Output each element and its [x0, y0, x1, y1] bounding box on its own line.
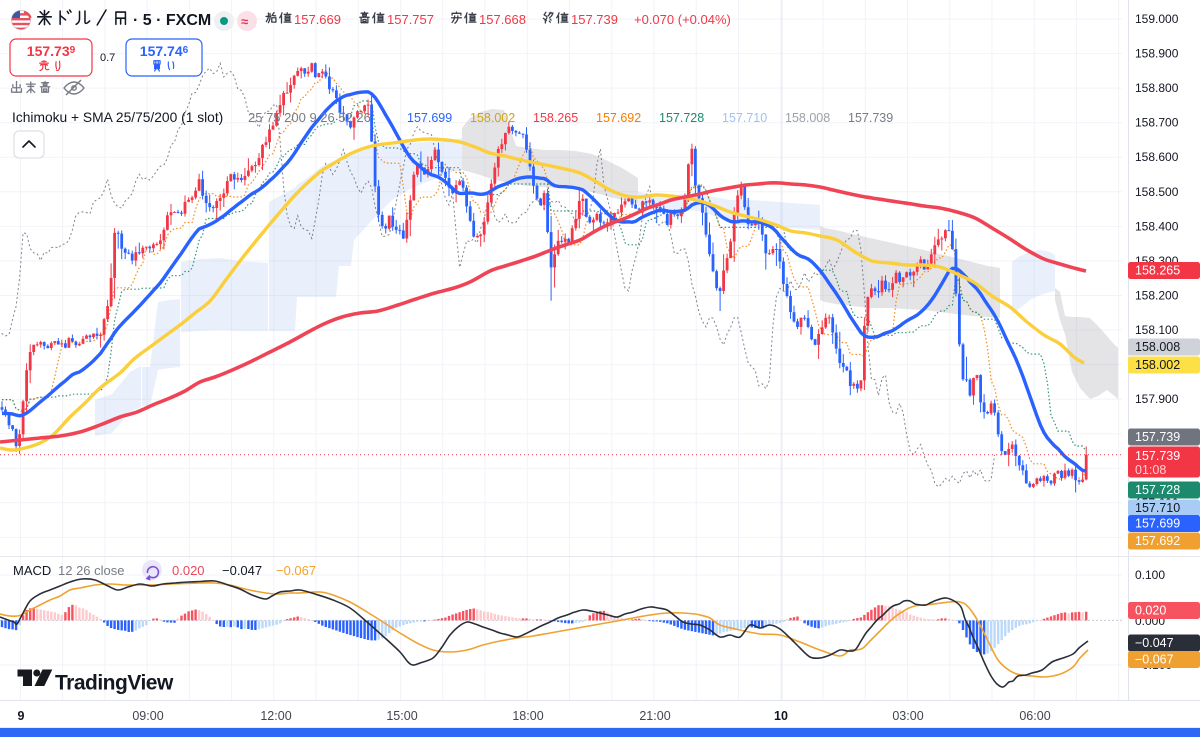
svg-text:0.7: 0.7: [100, 52, 115, 64]
svg-text:158.008: 158.008: [785, 111, 830, 125]
svg-text:158.265: 158.265: [1135, 264, 1180, 278]
svg-text:0.100: 0.100: [1135, 568, 1165, 582]
svg-text:18:00: 18:00: [512, 709, 543, 723]
svg-text:157.710: 157.710: [1135, 501, 1180, 515]
svg-text:158.002: 158.002: [470, 111, 515, 125]
svg-text:157.669: 157.669: [294, 12, 341, 27]
svg-text:157.710: 157.710: [722, 111, 767, 125]
svg-text:TradingView: TradingView: [55, 672, 174, 695]
svg-text:158.100: 158.100: [1135, 323, 1179, 337]
svg-text:157.900: 157.900: [1135, 392, 1179, 406]
svg-text:15:00: 15:00: [386, 709, 417, 723]
svg-text:12:00: 12:00: [260, 709, 291, 723]
svg-text:0.020: 0.020: [1135, 604, 1166, 618]
svg-text:158.200: 158.200: [1135, 289, 1179, 303]
svg-text:158.500: 158.500: [1135, 185, 1179, 199]
svg-text:03:00: 03:00: [892, 709, 923, 723]
svg-text:09:00: 09:00: [132, 709, 163, 723]
svg-text:157.739: 157.739: [571, 12, 618, 27]
svg-text:MACD: MACD: [13, 563, 51, 578]
svg-text:157.728: 157.728: [659, 111, 704, 125]
svg-text:12 26 close: 12 26 close: [58, 563, 125, 578]
svg-text:−0.067: −0.067: [1135, 653, 1174, 667]
svg-text:158.700: 158.700: [1135, 116, 1179, 130]
svg-text:−0.047: −0.047: [222, 563, 262, 578]
svg-text:157.699: 157.699: [407, 111, 452, 125]
svg-text:157.699: 157.699: [1135, 517, 1180, 531]
svg-text:157.739: 157.739: [1135, 449, 1180, 463]
svg-text:Ichimoku + SMA 25/75/200 (1 sl: Ichimoku + SMA 25/75/200 (1 slot): [12, 110, 223, 125]
svg-text:158.008: 158.008: [1135, 340, 1180, 354]
svg-text:158.265: 158.265: [533, 111, 578, 125]
svg-text:· 5 · FXCM: · 5 · FXCM: [133, 12, 211, 29]
svg-text:157.746: 157.746: [140, 43, 189, 59]
svg-text:157.692: 157.692: [596, 111, 641, 125]
svg-text:10: 10: [774, 709, 788, 723]
svg-text:≈: ≈: [241, 14, 248, 29]
svg-text:0.020: 0.020: [172, 563, 205, 578]
svg-text:157.739: 157.739: [27, 43, 76, 59]
svg-text:−0.047: −0.047: [1135, 636, 1174, 650]
svg-text:06:00: 06:00: [1019, 709, 1050, 723]
svg-text:159.000: 159.000: [1135, 12, 1179, 26]
svg-text:157.739: 157.739: [848, 111, 893, 125]
svg-text:158.900: 158.900: [1135, 47, 1179, 61]
svg-text:157.728: 157.728: [1135, 483, 1180, 497]
svg-text:158.002: 158.002: [1135, 358, 1180, 372]
svg-text:+0.070 (+0.04%): +0.070 (+0.04%): [634, 12, 731, 27]
svg-text:−0.067: −0.067: [276, 563, 316, 578]
svg-text:21:00: 21:00: [639, 709, 670, 723]
svg-text:01:08: 01:08: [1135, 463, 1166, 477]
svg-text:9: 9: [18, 709, 25, 723]
svg-text:157.668: 157.668: [479, 12, 526, 27]
svg-text:157.739: 157.739: [1135, 430, 1180, 444]
svg-text:158.800: 158.800: [1135, 81, 1179, 95]
svg-text:157.692: 157.692: [1135, 534, 1180, 548]
svg-text:25 75 200 9 26 52 26: 25 75 200 9 26 52 26: [248, 110, 371, 125]
svg-text:158.600: 158.600: [1135, 150, 1179, 164]
svg-text:158.400: 158.400: [1135, 219, 1179, 233]
svg-text:157.757: 157.757: [387, 12, 434, 27]
